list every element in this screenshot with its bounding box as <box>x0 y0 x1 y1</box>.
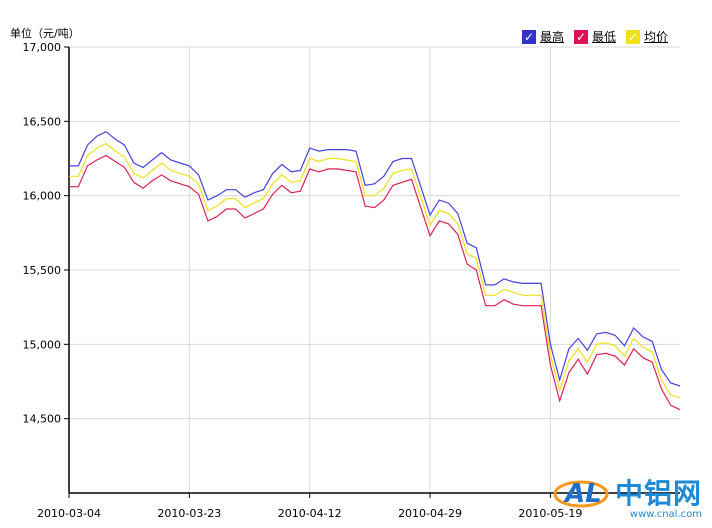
legend-item-low[interactable]: ✓ 最低 <box>574 28 616 45</box>
y-tick-label: 14,500 <box>23 413 62 426</box>
legend-label-low[interactable]: 最低 <box>592 30 617 44</box>
series-line-low <box>69 154 681 411</box>
y-tick-label: 16,500 <box>23 115 62 128</box>
checkbox-icon[interactable]: ✓ <box>626 29 641 44</box>
x-tick-label: 2010-04-12 <box>278 507 342 520</box>
x-tick-label: 2010-03-04 <box>37 507 101 520</box>
checkbox-icon[interactable]: ✓ <box>522 29 536 44</box>
y-tick-label: 15,500 <box>23 264 62 277</box>
y-tick-label: 17,000 <box>23 41 62 54</box>
svg-text:AL: AL <box>563 479 602 509</box>
al-logo-icon: AL <box>553 479 609 509</box>
legend-label-avg[interactable]: 均价 <box>644 30 669 44</box>
series-line-avg <box>69 142 681 399</box>
legend-item-high[interactable]: ✓ 最高 <box>522 28 564 45</box>
watermark-url: www.cnal.com <box>629 509 702 520</box>
legend-item-avg[interactable]: ✓ 均价 <box>626 28 668 45</box>
legend: ✓ 最高 ✓ 最低 ✓ 均价 <box>522 28 668 45</box>
y-tick-label: 15,000 <box>23 338 62 351</box>
x-tick-label: 2010-04-29 <box>398 507 462 520</box>
unit-label: 单位（元/吨） <box>10 27 80 40</box>
y-tick-label: 16,000 <box>23 190 62 203</box>
watermark: AL 中铝网 www.cnal.com <box>551 472 702 520</box>
checkbox-icon[interactable]: ✓ <box>574 29 589 44</box>
legend-label-high[interactable]: 最高 <box>540 30 565 44</box>
x-tick-label: 2010-03-23 <box>157 507 221 520</box>
watermark-brand: 中铝网 <box>614 477 702 510</box>
x-tick-label: 2010-05-19 <box>518 507 582 520</box>
series-line-high <box>69 130 681 387</box>
